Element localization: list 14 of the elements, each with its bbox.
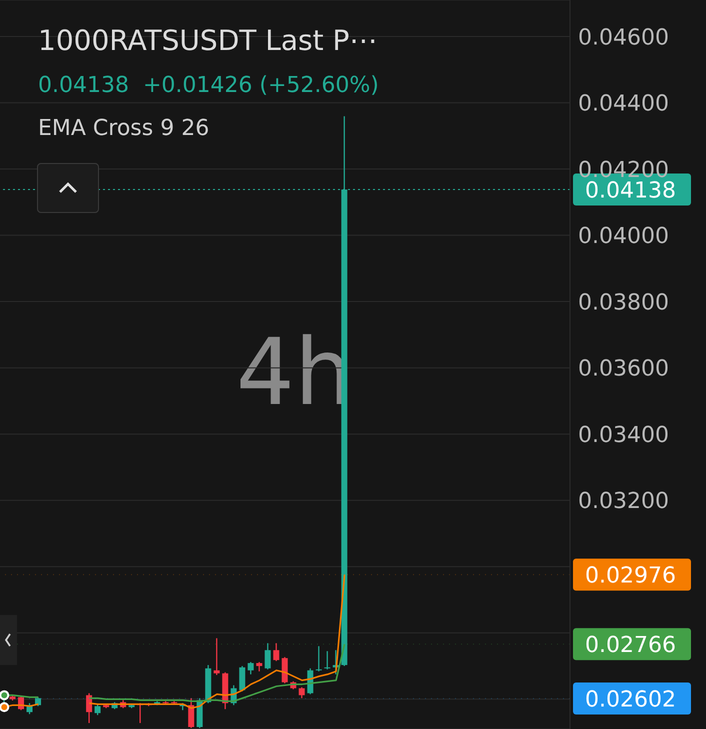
ref-line-label: 0.02976 xyxy=(585,564,676,589)
y-tick-label: 0.03400 xyxy=(578,422,669,448)
y-tick-label: 0.03800 xyxy=(578,290,669,316)
text: 0.04138 +0.01426 (+52.60%) xyxy=(38,73,379,98)
y-tick-label: 0.03600 xyxy=(578,356,669,382)
ref-line-label: 0.04138 xyxy=(585,178,676,204)
y-tick-label: 0.04000 xyxy=(578,224,669,250)
annotation: EMA Cross 9 26 xyxy=(38,116,210,141)
text: 1000RATSUSDT Last P⋯ xyxy=(38,24,378,57)
y-tick-label: 0.04600 xyxy=(578,25,669,50)
ref-line-label: 0.02602 xyxy=(585,688,676,713)
y-tick-label: 0.04400 xyxy=(578,92,669,117)
y-tick-label: 0.03200 xyxy=(578,489,669,514)
ref-line-label: 0.02766 xyxy=(585,633,676,658)
